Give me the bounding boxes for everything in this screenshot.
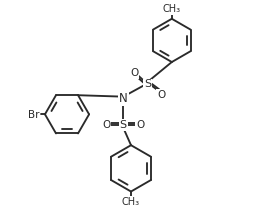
Text: O: O: [130, 68, 138, 78]
Text: Br: Br: [28, 110, 39, 120]
Text: O: O: [157, 89, 166, 100]
Text: O: O: [102, 120, 110, 130]
Text: S: S: [120, 120, 127, 130]
Text: CH₃: CH₃: [122, 197, 140, 207]
Text: S: S: [144, 79, 151, 89]
Text: CH₃: CH₃: [163, 4, 181, 14]
Text: N: N: [119, 92, 128, 105]
Text: O: O: [136, 120, 144, 130]
